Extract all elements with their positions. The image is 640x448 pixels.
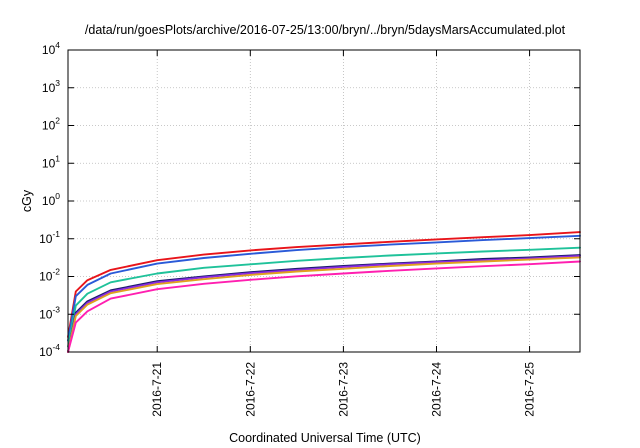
y-tick-base: 10 xyxy=(39,270,53,284)
y-tick-base: 10 xyxy=(39,232,53,246)
y-tick-base: 10 xyxy=(42,81,56,95)
y-tick-label: 10-2 xyxy=(39,267,60,284)
y-tick-exponent: -1 xyxy=(52,229,60,239)
y-tick-exponent: 2 xyxy=(55,116,60,126)
y-tick-exponent: -2 xyxy=(52,267,60,277)
y-tick-label: 104 xyxy=(42,40,60,57)
y-tick-base: 10 xyxy=(42,156,56,170)
y-tick-base: 10 xyxy=(39,307,53,321)
y-tick-base: 10 xyxy=(39,345,53,359)
y-tick-exponent: 0 xyxy=(55,191,60,201)
y-tick-base: 10 xyxy=(42,194,56,208)
series-line xyxy=(67,260,581,353)
y-tick-label: 10-1 xyxy=(39,229,60,246)
grid-lines xyxy=(68,50,580,352)
y-tick-label: 10-3 xyxy=(39,304,60,321)
x-axis-label: Coordinated Universal Time (UTC) xyxy=(229,431,421,445)
series-line xyxy=(67,254,581,353)
y-tick-label: 101 xyxy=(42,153,60,170)
y-tick-label: 100 xyxy=(42,191,60,208)
series-line xyxy=(67,234,581,342)
x-tick-label: 2016-7-23 xyxy=(336,362,350,417)
y-tick-label: 10-4 xyxy=(39,342,60,359)
y-tick-base: 10 xyxy=(42,43,56,57)
x-tick-label: 2016-7-24 xyxy=(429,362,443,417)
x-tick-label: 2016-7-21 xyxy=(150,362,164,417)
x-tick-label: 2016-7-22 xyxy=(243,362,257,417)
series-line xyxy=(67,231,581,338)
y-tick-exponent: -4 xyxy=(52,342,60,352)
y-axis-label: cGy xyxy=(20,189,34,212)
series-line xyxy=(67,256,581,353)
series-layer xyxy=(67,231,581,353)
y-tick-exponent: 3 xyxy=(55,78,60,88)
chart-title: /data/run/goesPlots/archive/2016-07-25/1… xyxy=(85,23,566,37)
series-line xyxy=(67,246,581,348)
y-tick-label: 103 xyxy=(42,78,60,95)
series-line xyxy=(67,255,581,353)
y-tick-exponent: 1 xyxy=(55,153,60,163)
y-tick-label: 102 xyxy=(42,116,60,133)
x-axis: 2016-7-21 2016-7-22 2016-7-23 2016-7-24 2016… xyxy=(150,50,537,417)
y-tick-base: 10 xyxy=(42,119,56,133)
y-tick-exponent: 4 xyxy=(55,40,60,50)
y-tick-exponent: -3 xyxy=(52,304,60,314)
x-tick-label: 2016-7-25 xyxy=(523,362,537,417)
